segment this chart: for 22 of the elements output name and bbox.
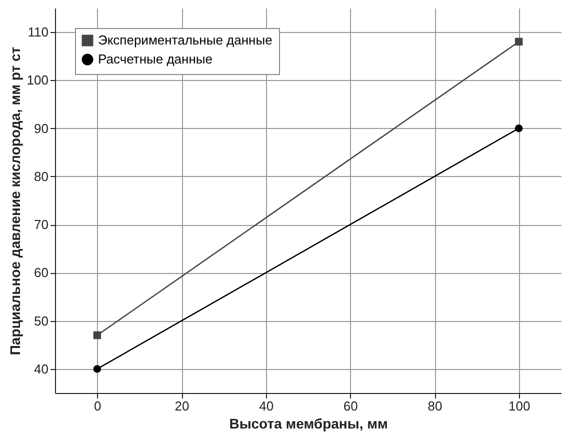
y-tick-label: 50: [34, 313, 48, 328]
point: [93, 331, 102, 340]
legend-label: Расчетные данные: [98, 52, 212, 66]
y-tick-label: 90: [34, 120, 48, 136]
point: [93, 365, 102, 373]
x-tick-label: 60: [343, 398, 358, 414]
legend-label: Экспериментальные данные: [98, 32, 272, 48]
y-tick-label: 100: [26, 72, 48, 88]
y-tick-label: 70: [34, 217, 48, 232]
y-tick-label: 40: [34, 361, 48, 376]
x-tick-label: 40: [259, 398, 274, 414]
y-tick-label: 80: [34, 168, 48, 184]
x-tick-label: 0: [94, 398, 102, 414]
x-axis-title: Высота мембраны, мм: [229, 416, 388, 432]
x-tick-label: 100: [508, 398, 530, 414]
point: [514, 124, 523, 132]
point: [514, 38, 523, 46]
y-axis-title: Парциальное давление кислорода, мм рт ст: [6, 46, 23, 356]
x-tick-label: 20: [174, 398, 190, 414]
x-tick-label: 80: [428, 398, 442, 414]
y-tick-label: 60: [34, 265, 48, 280]
y-tick-label: 110: [28, 24, 48, 40]
